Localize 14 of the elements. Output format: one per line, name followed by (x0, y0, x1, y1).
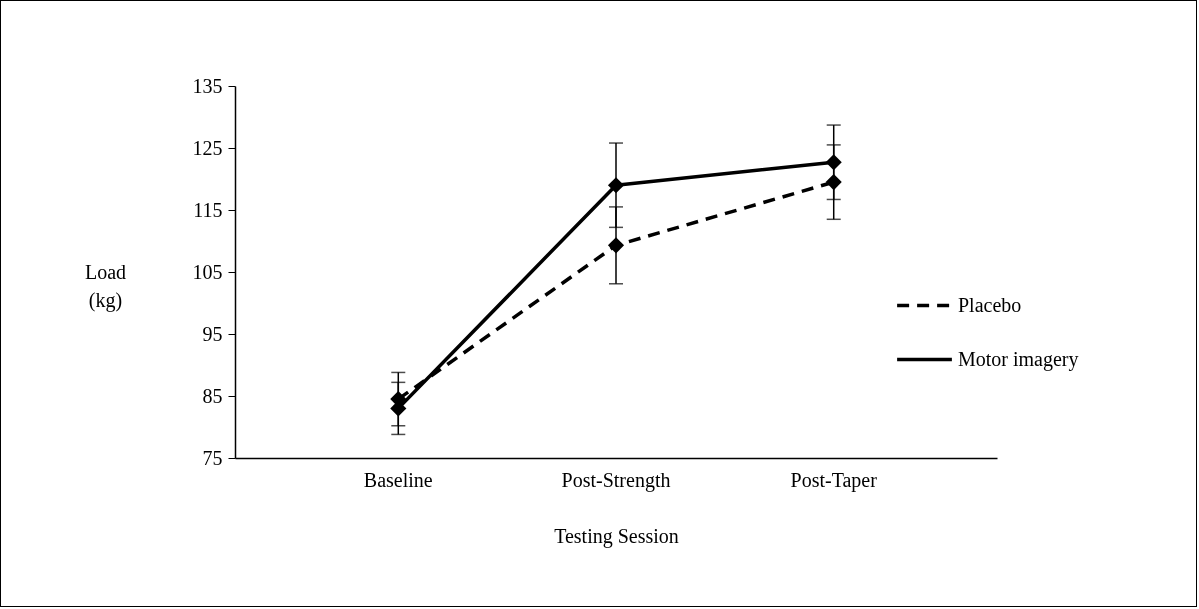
y-tick-label: 135 (192, 74, 223, 97)
x-tick-label: Baseline (363, 468, 433, 491)
x-tick-label: Post-Strength (561, 468, 671, 492)
x-tick-label: Post-Taper (790, 468, 878, 492)
y-tick-label: 75 (202, 446, 223, 469)
legend-label: Placebo (958, 293, 1022, 316)
y-tick-label: 115 (193, 198, 223, 221)
y-tick-label: 95 (202, 322, 223, 345)
y-tick-label: 125 (192, 136, 223, 159)
y-tick-label: 85 (202, 384, 223, 407)
legend-label: Motor imagery (958, 347, 1079, 371)
y-axis-title: Load (kg) (84, 260, 127, 312)
x-axis-title: Testing Session (554, 524, 679, 548)
y-tick-label: 105 (192, 260, 223, 283)
